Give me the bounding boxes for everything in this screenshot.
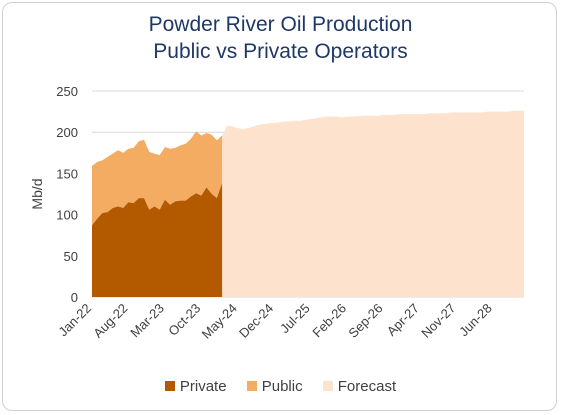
legend-swatch-forecast [322,381,333,391]
legend-item-private: Private [164,378,227,395]
x-tick-label: Jul-25 [277,301,313,337]
x-tick-label: Sep-26 [345,301,385,341]
legend-swatch-public [246,381,257,391]
legend-swatch-private [164,381,175,391]
x-tick-label: Feb-26 [309,301,349,341]
area-private [92,183,223,297]
legend-label-public: Public [261,378,303,395]
area-forecast [222,110,524,297]
area-series [92,110,524,297]
x-tick-label: Dec-24 [236,301,276,341]
chart-title: Powder River Oil Production [148,13,413,36]
legend-label-forecast: Forecast [337,378,397,395]
legend-label-private: Private [179,378,227,395]
x-tick-label: May-24 [199,301,240,342]
legend-item-forecast: Forecast [322,378,397,395]
x-tick-label: Oct-23 [165,301,203,339]
x-tick-label: Nov-27 [418,301,458,341]
x-tick-label: Jan-22 [55,301,94,340]
x-tick-label: Jun-28 [456,301,495,340]
y-tick-label: 250 [56,84,78,99]
legend-item-public: Public [246,378,303,395]
x-tick-label: Apr-27 [384,301,422,339]
y-tick-label: 200 [56,125,78,140]
y-tick-label: 50 [64,249,78,264]
x-tick-label: Aug-22 [90,301,130,341]
y-tick-label: 100 [56,208,78,223]
y-tick-label: 150 [56,166,78,181]
y-axis-ticks: 0 50 100 150 200 250 [56,84,78,305]
x-tick-label: Mar-23 [127,301,167,341]
chart-subtitle: Public vs Private Operators [153,40,408,63]
y-tick-label: 0 [71,290,78,305]
y-axis-label: Mb/d [29,178,45,209]
legend: Private Public Forecast [0,378,561,395]
area-public [92,131,223,226]
